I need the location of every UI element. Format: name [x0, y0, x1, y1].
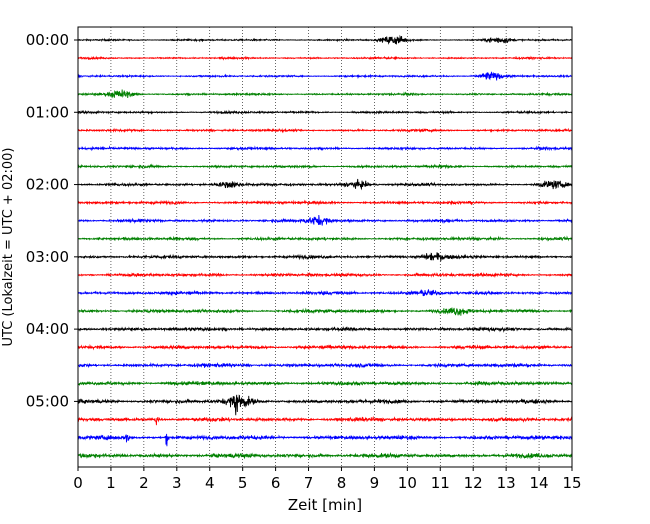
y-tick-label: 03:00 [26, 248, 69, 266]
trace-0130 [77, 145, 573, 152]
x-tick-label: 15 [562, 474, 581, 492]
trace-0115 [77, 127, 573, 134]
y-tick-label: 05:00 [26, 392, 69, 410]
y-tick-label: 04:00 [26, 320, 69, 338]
trace-0345 [77, 306, 573, 316]
x-tick-label: 12 [464, 474, 483, 492]
x-tick-label: 11 [431, 474, 450, 492]
x-tick-label: 14 [530, 474, 549, 492]
x-tick-label: 10 [398, 474, 417, 492]
trace-0145 [77, 163, 573, 170]
trace-0430 [77, 362, 573, 369]
trace-0100 [77, 109, 573, 115]
trace-0200 [78, 178, 573, 191]
x-tick-label: 7 [304, 474, 314, 492]
x-tick-label: 4 [205, 474, 215, 492]
trace-0230 [77, 214, 573, 226]
y-axis-label: UTC (Lokalzeit = UTC + 02:00) [1, 148, 16, 347]
x-tick-label: 8 [337, 474, 347, 492]
x-tick-label: 0 [73, 474, 83, 492]
grid-layer [110, 27, 540, 467]
x-tick-label: 5 [238, 474, 248, 492]
y-tick-label: 01:00 [26, 103, 69, 121]
trace-0400 [77, 326, 573, 333]
trace-0315 [77, 271, 573, 279]
x-tick-label: 6 [271, 474, 281, 492]
trace-0000 [77, 34, 573, 45]
trace-0015 [77, 55, 573, 61]
trace-0330 [77, 289, 573, 297]
x-tick-label: 3 [172, 474, 182, 492]
trace-0545 [77, 452, 573, 460]
y-axis: 00:00 01:00 02:00 03:00 04:00 05:00 [26, 31, 78, 410]
trace-0415 [77, 343, 573, 351]
trace-0245 [77, 235, 573, 242]
trace-0515 [77, 415, 573, 426]
y-tick-label: 00:00 [26, 31, 69, 49]
trace-0300 [77, 252, 573, 262]
trace-0500 [77, 394, 573, 416]
x-axis-label: Zeit [min] [288, 496, 362, 514]
plot-frame [77, 26, 573, 468]
x-tick-label: 13 [497, 474, 516, 492]
x-tick-label: 1 [106, 474, 116, 492]
x-tick-label: 2 [139, 474, 149, 492]
y-tick-label: 02:00 [26, 176, 69, 194]
trace-0530 [77, 433, 573, 447]
trace-0445 [77, 380, 573, 387]
trace-layer [77, 34, 573, 460]
x-tick-label: 9 [370, 474, 380, 492]
trace-0030 [77, 71, 573, 81]
trace-0045 [77, 89, 573, 99]
x-axis: 0 1 2 3 4 5 6 7 8 9 10 11 12 13 14 15 [73, 467, 582, 492]
trace-0215 [77, 199, 573, 206]
